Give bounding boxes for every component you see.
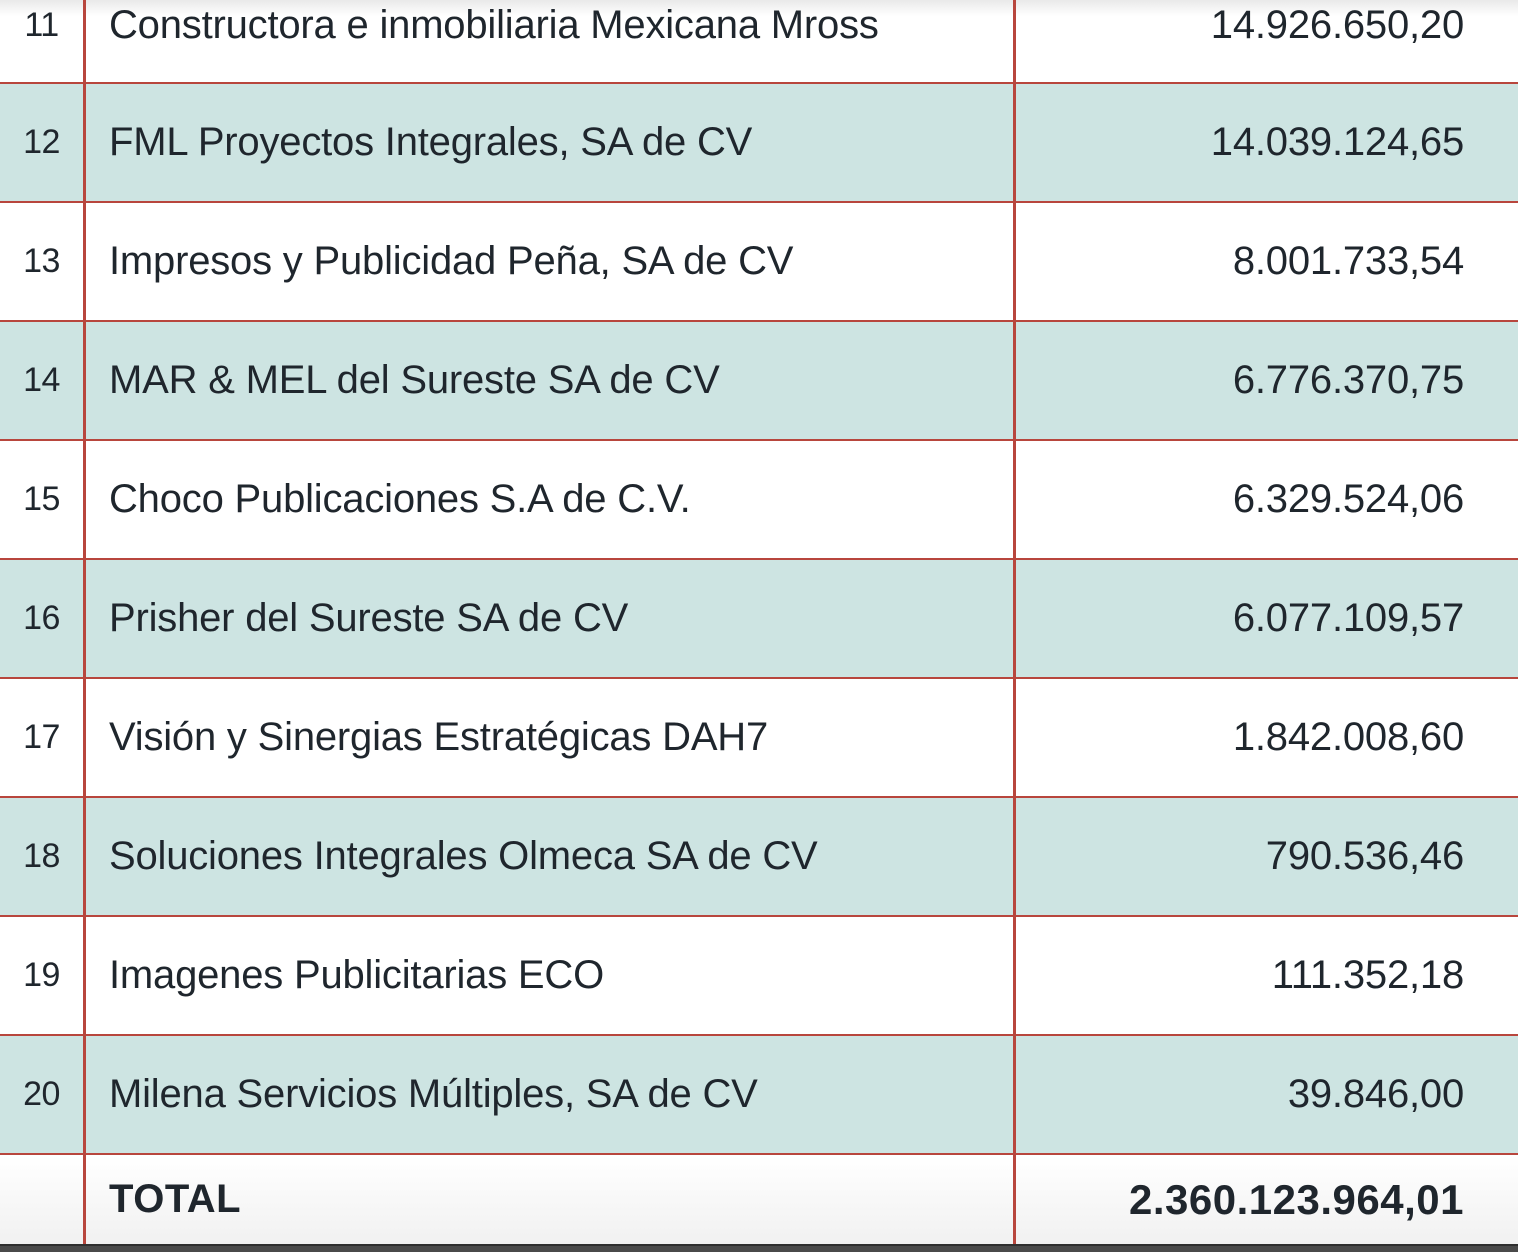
table-row: 13 Impresos y Publicidad Peña, SA de CV …	[0, 203, 1518, 322]
amount-value: 6.329.524,06	[1232, 477, 1464, 521]
amount-value: 14.926.650,20	[1210, 3, 1464, 47]
table-row: 17 Visión y Sinergias Estratégicas DAH7 …	[0, 679, 1518, 798]
table-row: 12 FML Proyectos Integrales, SA de CV 14…	[0, 84, 1518, 203]
amount-value: 14.039.124,65	[1210, 120, 1464, 164]
company-name: MAR & MEL del Sureste SA de CV	[86, 322, 1016, 439]
row-number: 15	[0, 441, 86, 558]
amount-value: 6.776.370,75	[1232, 358, 1464, 402]
company-name: Choco Publicaciones S.A de C.V.	[86, 441, 1016, 558]
amount-value: 111.352,18	[1271, 953, 1464, 997]
company-name: Visión y Sinergias Estratégicas DAH7	[86, 679, 1016, 796]
row-number: 20	[0, 1036, 86, 1153]
company-name: Imagenes Publicitarias ECO	[86, 917, 1016, 1034]
table-row: 15 Choco Publicaciones S.A de C.V. 6.329…	[0, 441, 1518, 560]
company-name: Prisher del Sureste SA de CV	[86, 560, 1016, 677]
company-name: Soluciones Integrales Olmeca SA de CV	[86, 798, 1016, 915]
table-row: 16 Prisher del Sureste SA de CV 6.077.10…	[0, 560, 1518, 679]
total-label: TOTAL	[86, 1155, 1016, 1244]
row-number: 18	[0, 798, 86, 915]
company-name: Constructora e inmobiliaria Mexicana Mro…	[86, 0, 1016, 82]
amount-value: 39.846,00	[1287, 1072, 1464, 1116]
total-amount: 2.360.123.964,01	[1129, 1175, 1464, 1223]
window-bottom-edge	[0, 1244, 1518, 1252]
company-name: FML Proyectos Integrales, SA de CV	[86, 84, 1016, 201]
company-name: Milena Servicios Múltiples, SA de CV	[86, 1036, 1016, 1153]
table-row: 20 Milena Servicios Múltiples, SA de CV …	[0, 1036, 1518, 1155]
amount-value: 1.842.008,60	[1232, 715, 1464, 759]
table-row: 19 Imagenes Publicitarias ECO 111.352,18	[0, 917, 1518, 1036]
row-number: 11	[0, 0, 86, 82]
total-row: TOTAL 2.360.123.964,01	[0, 1155, 1518, 1244]
amount-value: 8.001.733,54	[1232, 239, 1464, 283]
row-number: 13	[0, 203, 86, 320]
row-number: 19	[0, 917, 86, 1034]
row-number: 16	[0, 560, 86, 677]
table-row: 18 Soluciones Integrales Olmeca SA de CV…	[0, 798, 1518, 917]
table-row: 14 MAR & MEL del Sureste SA de CV 6.776.…	[0, 322, 1518, 441]
total-row-number-empty	[0, 1155, 86, 1244]
row-number: 17	[0, 679, 86, 796]
amount-value: 6.077.109,57	[1232, 596, 1464, 640]
row-number: 14	[0, 322, 86, 439]
row-number: 12	[0, 84, 86, 201]
amount-value: 790.536,46	[1265, 834, 1464, 878]
table-row: 11 Constructora e inmobiliaria Mexicana …	[0, 0, 1518, 84]
company-name: Impresos y Publicidad Peña, SA de CV	[86, 203, 1016, 320]
